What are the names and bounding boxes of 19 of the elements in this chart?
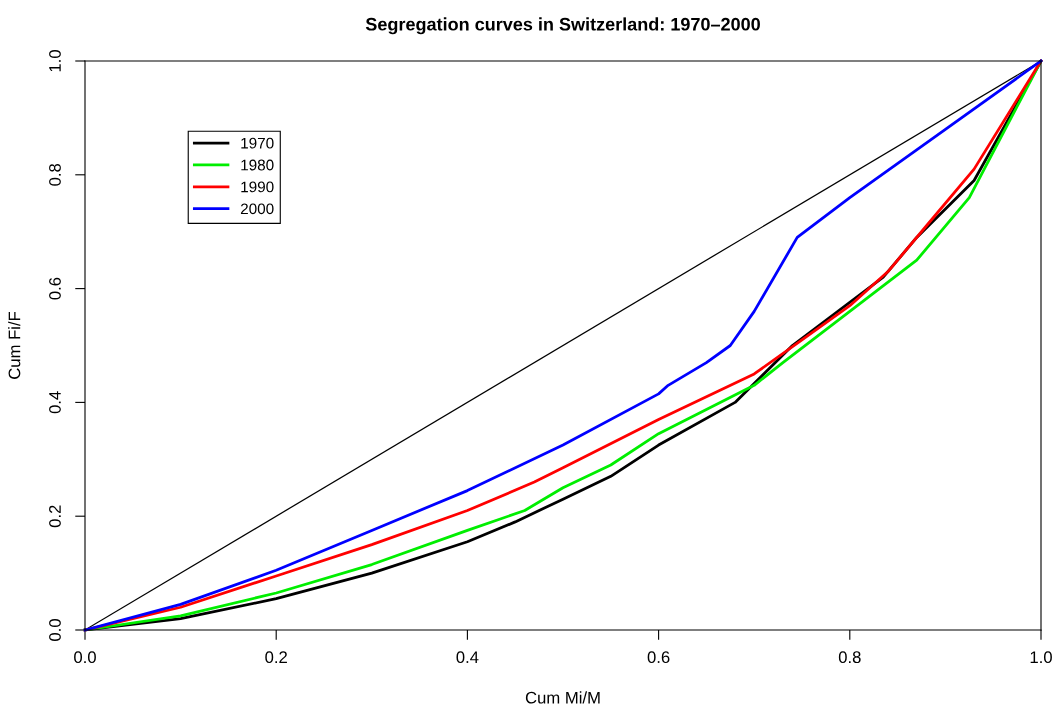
x-tick-label: 0.8 xyxy=(838,651,861,664)
legend-label: 2000 xyxy=(240,203,274,215)
x-axis-title: Cum Mi/M xyxy=(525,691,600,704)
chart-title: Segregation curves in Switzerland: 1970–2000 xyxy=(365,17,760,35)
y-tick-label: 0.0 xyxy=(49,619,61,641)
x-tick-label: 0.4 xyxy=(456,651,479,664)
x-tick-label: 0.6 xyxy=(647,651,670,664)
y-tick-label: 0.6 xyxy=(49,277,61,300)
legend-label: 1970 xyxy=(241,137,274,149)
y-tick-label: 0.2 xyxy=(49,505,61,528)
y-axis-title: Cum Fi/F xyxy=(8,311,21,379)
y-tick-label: 1.0 xyxy=(49,50,61,72)
x-tick-label: 0.2 xyxy=(265,651,287,664)
x-tick-label: 0.0 xyxy=(74,651,96,664)
y-tick-label: 0.4 xyxy=(49,391,61,414)
legend-label: 1990 xyxy=(241,181,274,193)
y-tick-label: 0.8 xyxy=(49,163,61,186)
legend-label: 1980 xyxy=(241,159,274,171)
x-tick-label: 1.0 xyxy=(1030,651,1052,664)
